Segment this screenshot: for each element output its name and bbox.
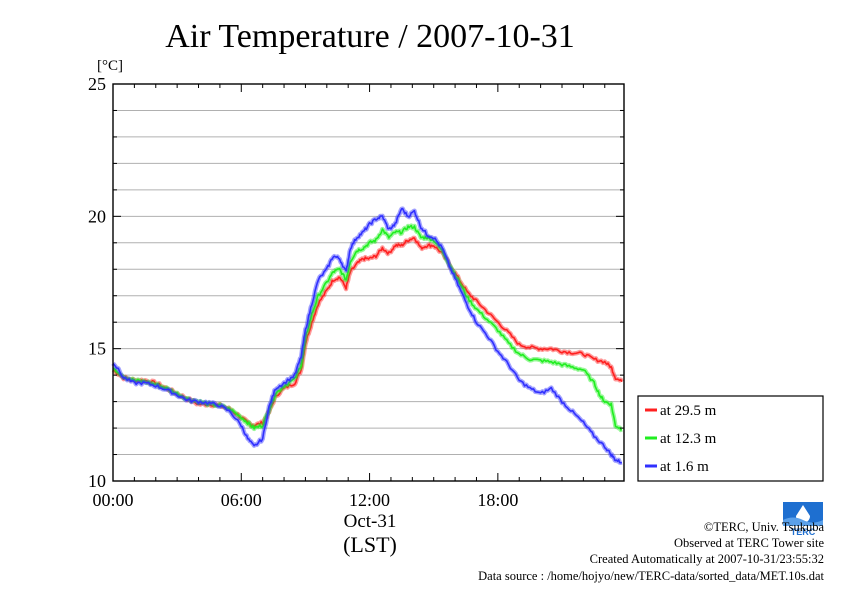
legend-label: at 29.5 m — [660, 403, 717, 419]
chart-title: Air Temperature / 2007-10-31 — [165, 18, 575, 55]
series-line-0 — [112, 237, 623, 428]
created-text: Created Automatically at 2007-10-31/23:5… — [589, 552, 824, 567]
copyright-text: ©TERC, Univ. Tsukuba — [703, 520, 824, 534]
date-label: Oct-31 — [344, 511, 397, 532]
legend-label: at 1.6 m — [660, 459, 709, 475]
x-tick-label: 12:00 — [349, 490, 390, 510]
axis-ticks — [112, 83, 624, 482]
y-axis-unit: [°C] — [97, 58, 123, 74]
y-tick-label: 10 — [88, 471, 106, 491]
y-tick-label: 15 — [88, 339, 106, 359]
legend: at 29.5 m at 12.3 m at 1.6 m — [637, 395, 824, 482]
series-line-2 — [112, 207, 623, 464]
observed-text: Observed at TERC Tower site — [673, 536, 824, 551]
axis-labels: 10 15 20 25 00:00 06:00 12:00 18:00 — [88, 74, 518, 510]
x-tick-label: 18:00 — [477, 490, 518, 510]
x-tick-label: 00:00 — [92, 490, 133, 510]
grid-lines — [113, 109, 624, 456]
terc-logo: TERC — [783, 502, 823, 536]
credits-block: ©TERC, Univ. Tsukuba Observed at TERC To… — [478, 519, 824, 584]
legend-box — [637, 395, 824, 482]
source-text: Data source : /home/hojyo/new/TERC-data/… — [478, 568, 824, 583]
plot-frame — [112, 83, 625, 482]
y-tick-label: 25 — [88, 74, 106, 94]
legend-label: at 12.3 m — [660, 431, 717, 447]
x-axis-title: (LST) — [343, 532, 397, 557]
logo-text: TERC — [791, 527, 816, 536]
y-tick-label: 20 — [88, 206, 106, 226]
x-tick-label: 06:00 — [221, 490, 262, 510]
series-lines — [111, 206, 624, 465]
